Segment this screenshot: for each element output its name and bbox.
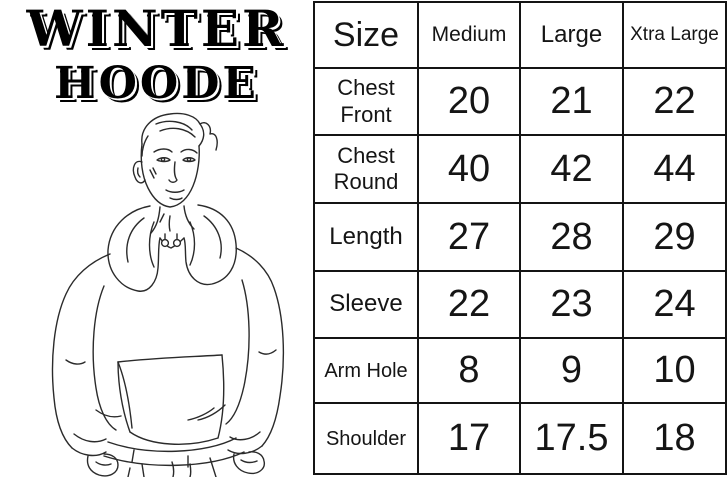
table-row-length: Length 27 28 29 (313, 202, 727, 272)
row-label-sleeve: Sleeve (313, 270, 419, 339)
cell-chest-front-large: 21 (519, 67, 624, 136)
row-label-chest-front: Chest Front (313, 67, 419, 136)
brand-title-line1: WINTER (26, 0, 287, 58)
row-label-arm-hole: Arm Hole (313, 337, 419, 404)
cell-shoulder-large: 17.5 (519, 402, 624, 475)
cell-length-medium: 27 (417, 202, 521, 272)
table-header-row: Size Medium Large Xtra Large (313, 1, 727, 69)
column-header-medium: Medium (417, 1, 521, 69)
table-row-sleeve: Sleeve 22 23 24 (313, 270, 727, 339)
brand-title: WINTER HOODE (0, 0, 313, 106)
cell-chest-front-medium: 20 (417, 67, 521, 136)
hoodie-model-svg (51, 112, 285, 477)
size-header-cell: Size (313, 1, 419, 69)
cell-arm-hole-large: 9 (519, 337, 624, 404)
table-row-shoulder: Shoulder 17 17.5 18 (313, 402, 727, 475)
cell-arm-hole-medium: 8 (417, 337, 521, 404)
cell-shoulder-medium: 17 (417, 402, 521, 475)
cell-arm-hole-xtra-large: 10 (622, 337, 727, 404)
table-row-chest-front: Chest Front 20 21 22 (313, 67, 727, 136)
column-header-large: Large (519, 1, 624, 69)
cell-length-xtra-large: 29 (622, 202, 727, 272)
cell-sleeve-large: 23 (519, 270, 624, 339)
brand-title-line2: HOODE (54, 58, 259, 109)
column-header-xtra-large: Xtra Large (622, 1, 727, 69)
cell-chest-round-xtra-large: 44 (622, 134, 727, 204)
table-row-chest-round: Chest Round 40 42 44 (313, 134, 727, 204)
cell-sleeve-xtra-large: 24 (622, 270, 727, 339)
table-row-arm-hole: Arm Hole 8 9 10 (313, 337, 727, 404)
cell-shoulder-xtra-large: 18 (622, 402, 727, 475)
row-label-chest-round: Chest Round (313, 134, 419, 204)
row-label-length: Length (313, 202, 419, 272)
row-label-shoulder: Shoulder (313, 402, 419, 475)
cell-length-large: 28 (519, 202, 624, 272)
size-chart-table: Size Medium Large Xtra Large Chest Front… (313, 1, 727, 475)
hoodie-model-illustration (38, 110, 303, 477)
cell-sleeve-medium: 22 (417, 270, 521, 339)
cell-chest-round-medium: 40 (417, 134, 521, 204)
cell-chest-round-large: 42 (519, 134, 624, 204)
cell-chest-front-xtra-large: 22 (622, 67, 727, 136)
left-panel: WINTER HOODE (0, 0, 313, 477)
